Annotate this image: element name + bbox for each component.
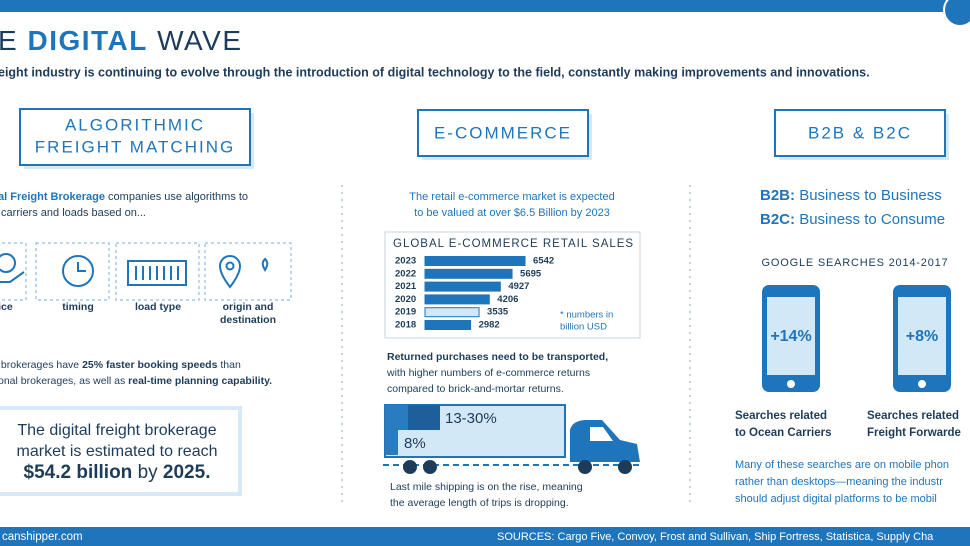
segment: than (217, 359, 241, 371)
heading: E-COMMERCE (434, 123, 572, 142)
factor-label: load type (135, 301, 181, 313)
intro: to be valued at over $6.5 Billion by 202… (414, 207, 610, 219)
value-label: 4927 (508, 281, 529, 292)
factor-icons (0, 253, 269, 289)
definition: B2C: Business to Consume (760, 211, 945, 228)
callout-line: The digital freight brokerage (17, 422, 216, 439)
factor-label: origin and (223, 301, 274, 313)
value-label: 2982 (479, 320, 500, 331)
truck-label: 8% (404, 435, 426, 452)
segment: companies use algorithms to (105, 191, 248, 203)
intro: The retail e-commerce market is expected (409, 191, 614, 203)
segment: onal brokerages, as well as (0, 375, 128, 387)
right-note: rather than desktops—meaning the industr (735, 476, 943, 488)
term: B2B: (760, 187, 795, 204)
right-note: should adjust digital platforms to be mo… (735, 493, 937, 505)
subtitle: eight industry is continuing to evolve t… (0, 65, 870, 79)
chart-title: GLOBAL E-COMMERCE RETAIL SALES (393, 238, 634, 250)
heading-box (417, 109, 589, 157)
logo (943, 0, 970, 27)
title-part: E (0, 25, 18, 56)
segment: 25% faster booking speeds (82, 359, 218, 371)
heading: FREIGHT MATCHING (35, 137, 235, 156)
value-label: 6542 (533, 256, 554, 267)
rich-line: carriers and loads based on... (0, 207, 146, 219)
factor-boxes (0, 242, 292, 301)
bar (424, 294, 490, 305)
category-label: 2023 (395, 256, 416, 267)
heading: B2B & B2C (808, 123, 912, 142)
bar (424, 256, 526, 266)
chart-note: billion USD (560, 322, 607, 333)
footer-bar (0, 527, 970, 546)
segment: The digital freight brokerage (17, 422, 216, 439)
searches-title: GOOGLE SEARCHES 2014-2017 (762, 257, 949, 269)
heading-box (19, 108, 251, 166)
callout-line: market is estimated to reach (17, 443, 218, 460)
segment: 2025. (163, 462, 211, 483)
caption: Last mile shipping is on the rise, meani… (390, 481, 583, 493)
segment: al Freight Brokerage (0, 191, 105, 203)
factor-label: rice (0, 301, 13, 313)
value-label: 5695 (520, 268, 542, 279)
returns-text: Returned purchases need to be transporte… (387, 351, 608, 363)
callout-line: $54.2 billion by 2025. (24, 462, 211, 483)
bar (424, 268, 513, 279)
definition: B2B: Business to Business (760, 187, 942, 204)
truck-label: 13-30% (445, 410, 497, 427)
phone-value: +14% (770, 328, 811, 345)
phones (762, 285, 951, 392)
rich-line: brokerages have 25% faster booking speed… (0, 359, 241, 371)
segment: brokerages have (0, 359, 82, 371)
segment: market is estimated to reach (17, 443, 218, 460)
title-part: DIGITAL (27, 25, 147, 56)
term: B2C: (760, 211, 795, 228)
factor-label: timing (62, 301, 94, 313)
value-label: 4206 (497, 294, 518, 305)
segment: real-time planning capability. (128, 375, 272, 387)
returns-text: with higher numbers of e-commerce return… (386, 367, 590, 379)
truck (383, 404, 640, 474)
title-part: WAVE (157, 25, 242, 56)
category-label: 2018 (395, 320, 416, 331)
bar (424, 307, 480, 318)
segment: $54.2 billion (24, 462, 133, 483)
factor-label: destination (220, 314, 276, 326)
footer-sources: SOURCES: Cargo Five, Convoy, Frost and S… (497, 531, 934, 543)
bar (424, 320, 472, 330)
value-label: 3535 (487, 307, 509, 318)
category-label: 2020 (395, 294, 416, 305)
rich-line: onal brokerages, as well as real-time pl… (0, 375, 272, 387)
category-label: 2021 (395, 281, 417, 292)
category-label: 2022 (395, 268, 416, 279)
phone-caption: Searches related (867, 410, 959, 422)
heading-box (774, 109, 946, 157)
segment: by (132, 462, 163, 483)
heading: ALGORITHMIC (65, 115, 205, 134)
segment: carriers and loads based on... (0, 207, 146, 219)
phone-value: +8% (906, 328, 938, 345)
rich-line: al Freight Brokerage companies use algor… (0, 191, 248, 203)
returns-text: compared to brick-and-mortar returns. (387, 383, 564, 395)
chart-note: * numbers in (560, 310, 613, 321)
meaning: Business to Consume (799, 211, 945, 228)
meaning: Business to Business (799, 187, 942, 204)
callout-box (0, 406, 242, 496)
page-title: E DIGITAL WAVE (0, 25, 243, 56)
category-label: 2019 (395, 307, 416, 318)
bar (424, 281, 501, 292)
top-stripe (0, 0, 970, 12)
phone-caption: Freight Forwarde (867, 427, 961, 439)
caption: the average length of trips is dropping. (390, 497, 569, 509)
right-note: Many of these searches are on mobile pho… (735, 459, 949, 471)
phone-caption: Searches related (735, 410, 827, 422)
footer-site: canshipper.com (2, 531, 83, 543)
phone-caption: to Ocean Carriers (735, 427, 832, 439)
